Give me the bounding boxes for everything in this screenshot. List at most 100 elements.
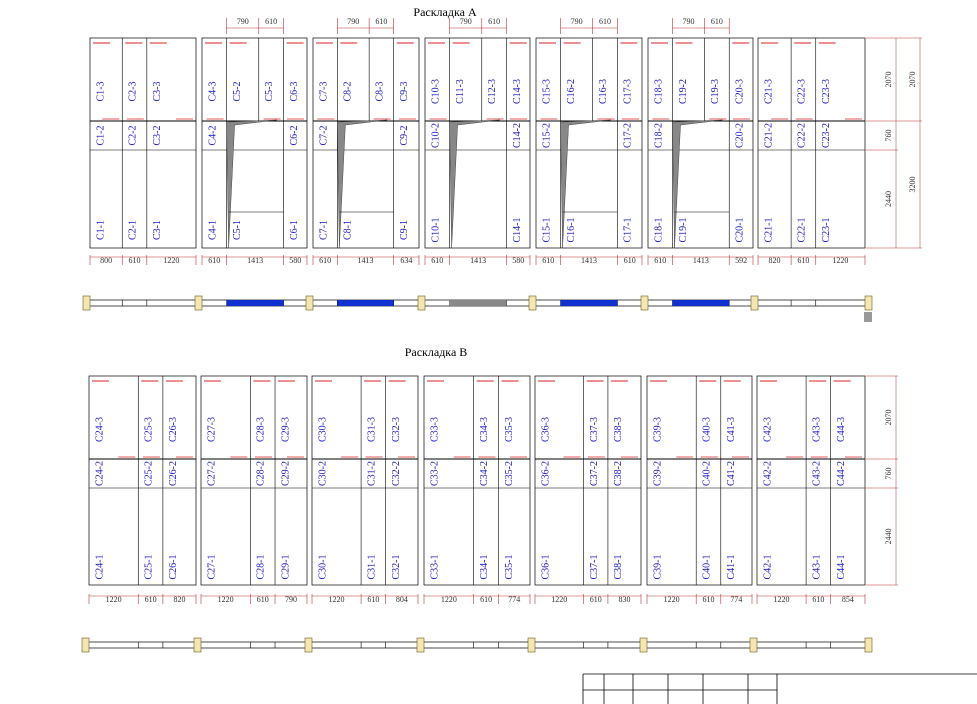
width-dim: 610 — [257, 595, 269, 604]
panel-label: C5-1 — [232, 220, 243, 240]
width-dim: 1220 — [329, 595, 345, 604]
panel-label: C19-1 — [678, 218, 689, 243]
panel-label: C31-2 — [366, 461, 377, 486]
width-dim: 804 — [396, 595, 408, 604]
panel-label: C28-1 — [256, 555, 267, 580]
panel-label: C30-3 — [317, 417, 328, 442]
door-leaf — [226, 119, 277, 249]
width-dim: 580 — [512, 256, 524, 265]
layout-title: Раскладка В — [405, 345, 468, 359]
panel-label: C44-2 — [836, 461, 847, 486]
panel-label: C4-1 — [207, 220, 218, 240]
panel-bay — [89, 37, 197, 249]
width-dim: 634 — [400, 256, 412, 265]
panel-label: C27-2 — [206, 461, 217, 486]
top-dim: 790 — [347, 17, 359, 26]
panel-label: C3-1 — [152, 220, 163, 240]
panel-label: C9-3 — [399, 82, 410, 102]
width-dim: 1413 — [470, 256, 486, 265]
panel-label: C29-3 — [280, 417, 291, 442]
panel-label: C40-1 — [701, 555, 712, 580]
panel-label: C10-1 — [430, 218, 441, 243]
panel-label: C35-1 — [504, 555, 515, 580]
panel-label: C39-1 — [652, 555, 663, 580]
top-dim: 610 — [488, 17, 500, 26]
panel-label: C10-2 — [430, 123, 441, 148]
door-strip — [337, 300, 394, 306]
top-dim: 790 — [683, 17, 695, 26]
panel-label: C1-2 — [95, 126, 106, 146]
post — [193, 637, 202, 653]
panel-label: C2-3 — [128, 82, 139, 102]
post — [639, 637, 648, 653]
panel-label: C42-2 — [762, 461, 773, 486]
panel-label: C3-2 — [152, 126, 163, 146]
panel-label: C20-2 — [735, 123, 746, 148]
panel-label: C1-1 — [95, 220, 106, 240]
panel-label: C18-2 — [653, 123, 664, 148]
panel-label: C24-2 — [94, 461, 105, 486]
panel-label: C6-2 — [289, 126, 300, 146]
panel-label: C24-3 — [94, 417, 105, 442]
panel-label: C23-3 — [821, 79, 832, 104]
width-dim: 610 — [702, 595, 714, 604]
panel-label: C14-2 — [512, 123, 523, 148]
panel-label: C18-3 — [653, 79, 664, 104]
panel-label: C43-1 — [811, 555, 822, 580]
width-dim: 820 — [173, 595, 185, 604]
top-dim: 610 — [265, 17, 277, 26]
width-dim: 1413 — [581, 256, 597, 265]
post — [749, 637, 758, 653]
panel-label: C37-1 — [589, 555, 600, 580]
panel-label: C17-1 — [623, 218, 634, 243]
post — [527, 637, 536, 653]
panel-label: C26-3 — [168, 417, 179, 442]
panel-label: C40-3 — [701, 417, 712, 442]
panel-bay — [201, 37, 308, 249]
panel-label: C20-1 — [735, 218, 746, 243]
panel-bay — [424, 37, 531, 249]
width-dim: 610 — [129, 256, 141, 265]
panel-label: C21-2 — [763, 123, 774, 148]
panel-label: C30-2 — [317, 461, 328, 486]
panel-label: C43-2 — [811, 461, 822, 486]
panel-label: C42-1 — [762, 555, 773, 580]
panel-label: C43-3 — [811, 417, 822, 442]
panel-label: C22-1 — [796, 218, 807, 243]
panel-label: C15-2 — [541, 123, 552, 148]
panel-label: C19-3 — [710, 79, 721, 104]
panel-bay — [312, 37, 420, 249]
width-dim: 610 — [797, 256, 809, 265]
panel-label: C38-1 — [613, 555, 624, 580]
door-leaf — [449, 119, 500, 249]
width-dim: 1220 — [664, 595, 680, 604]
panel-label: C9-1 — [399, 220, 410, 240]
panel-label: C4-3 — [207, 82, 218, 102]
panel-label: C25-2 — [144, 461, 155, 486]
door-leaf — [560, 119, 611, 249]
width-dim: 610 — [319, 256, 331, 265]
panel-label: C7-2 — [318, 126, 329, 146]
panel-bay — [647, 37, 754, 249]
panel-label: C21-3 — [763, 79, 774, 104]
width-dim: 610 — [145, 595, 157, 604]
post — [864, 295, 873, 311]
panel-label: C35-2 — [504, 461, 515, 486]
post — [640, 295, 649, 311]
panel-label: C18-1 — [653, 218, 664, 243]
panel-label: C25-3 — [144, 417, 155, 442]
height-dim: 2070 — [884, 410, 893, 426]
width-dim: 610 — [480, 595, 492, 604]
panel-label: C33-1 — [429, 555, 440, 580]
width-dim: 1220 — [441, 595, 457, 604]
height-dim: 2070 — [884, 72, 893, 88]
panel-label: C9-2 — [399, 126, 410, 146]
layout-title: Раскладка А — [413, 5, 477, 19]
door-strip — [449, 300, 507, 306]
panel-label: C5-2 — [232, 81, 243, 101]
panel-label: C44-3 — [836, 417, 847, 442]
panel-label: C32-1 — [391, 555, 402, 580]
panel-label: C33-2 — [429, 461, 440, 486]
door-leaf — [337, 119, 388, 249]
width-dim: 774 — [508, 595, 520, 604]
